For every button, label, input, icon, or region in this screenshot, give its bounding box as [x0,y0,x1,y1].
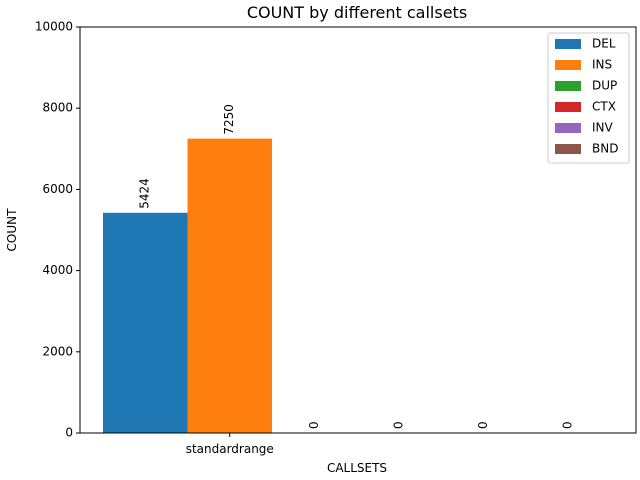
legend-swatch-del [555,39,581,49]
bars-group [103,138,272,433]
legend-label-inv: INV [592,121,614,135]
chart-title: COUNT by different callsets [247,3,467,22]
y-tick-label: 0 [65,426,73,440]
plot-area-frame [79,26,637,434]
bar-ins [187,138,272,433]
data-label-inv: 0 [476,421,490,429]
y-tick-label: 4000 [42,263,73,277]
data-label-ins: 7250 [222,104,236,135]
y-tick-label: 2000 [42,344,73,358]
legend-swatch-bnd [555,144,581,154]
y-axis-ticks: 0 2000 4000 6000 8000 10000 [35,20,80,440]
legend-swatch-ctx [555,102,581,112]
x-tick-label: standardrange [186,442,274,456]
legend: DEL INS DUP CTX INV BND [547,32,630,164]
x-axis-ticks: standardrange [186,433,274,456]
legend-label-ins: INS [592,58,612,72]
legend-label-dup: DUP [592,79,617,93]
legend-swatch-dup [555,81,581,91]
y-tick-label: 10000 [35,20,73,34]
data-labels-group: 5424 7250 0 0 0 0 [138,104,575,429]
y-tick-label: 8000 [42,101,73,115]
y-axis-label: COUNT [5,208,19,252]
bar-del [103,212,188,433]
legend-swatch-inv [555,123,581,133]
y-tick-label: 6000 [42,182,73,196]
data-label-ctx: 0 [391,421,405,429]
data-label-del: 5424 [138,178,152,209]
legend-label-ctx: CTX [592,100,616,114]
legend-swatch-ins [555,60,581,70]
data-label-dup: 0 [307,421,321,429]
legend-label-bnd: BND [592,142,618,156]
x-axis-label: CALLSETS [327,461,387,475]
legend-label-del: DEL [592,37,616,51]
legend-items: DEL INS DUP CTX INV BND [555,37,618,156]
data-label-bnd: 0 [560,421,574,429]
